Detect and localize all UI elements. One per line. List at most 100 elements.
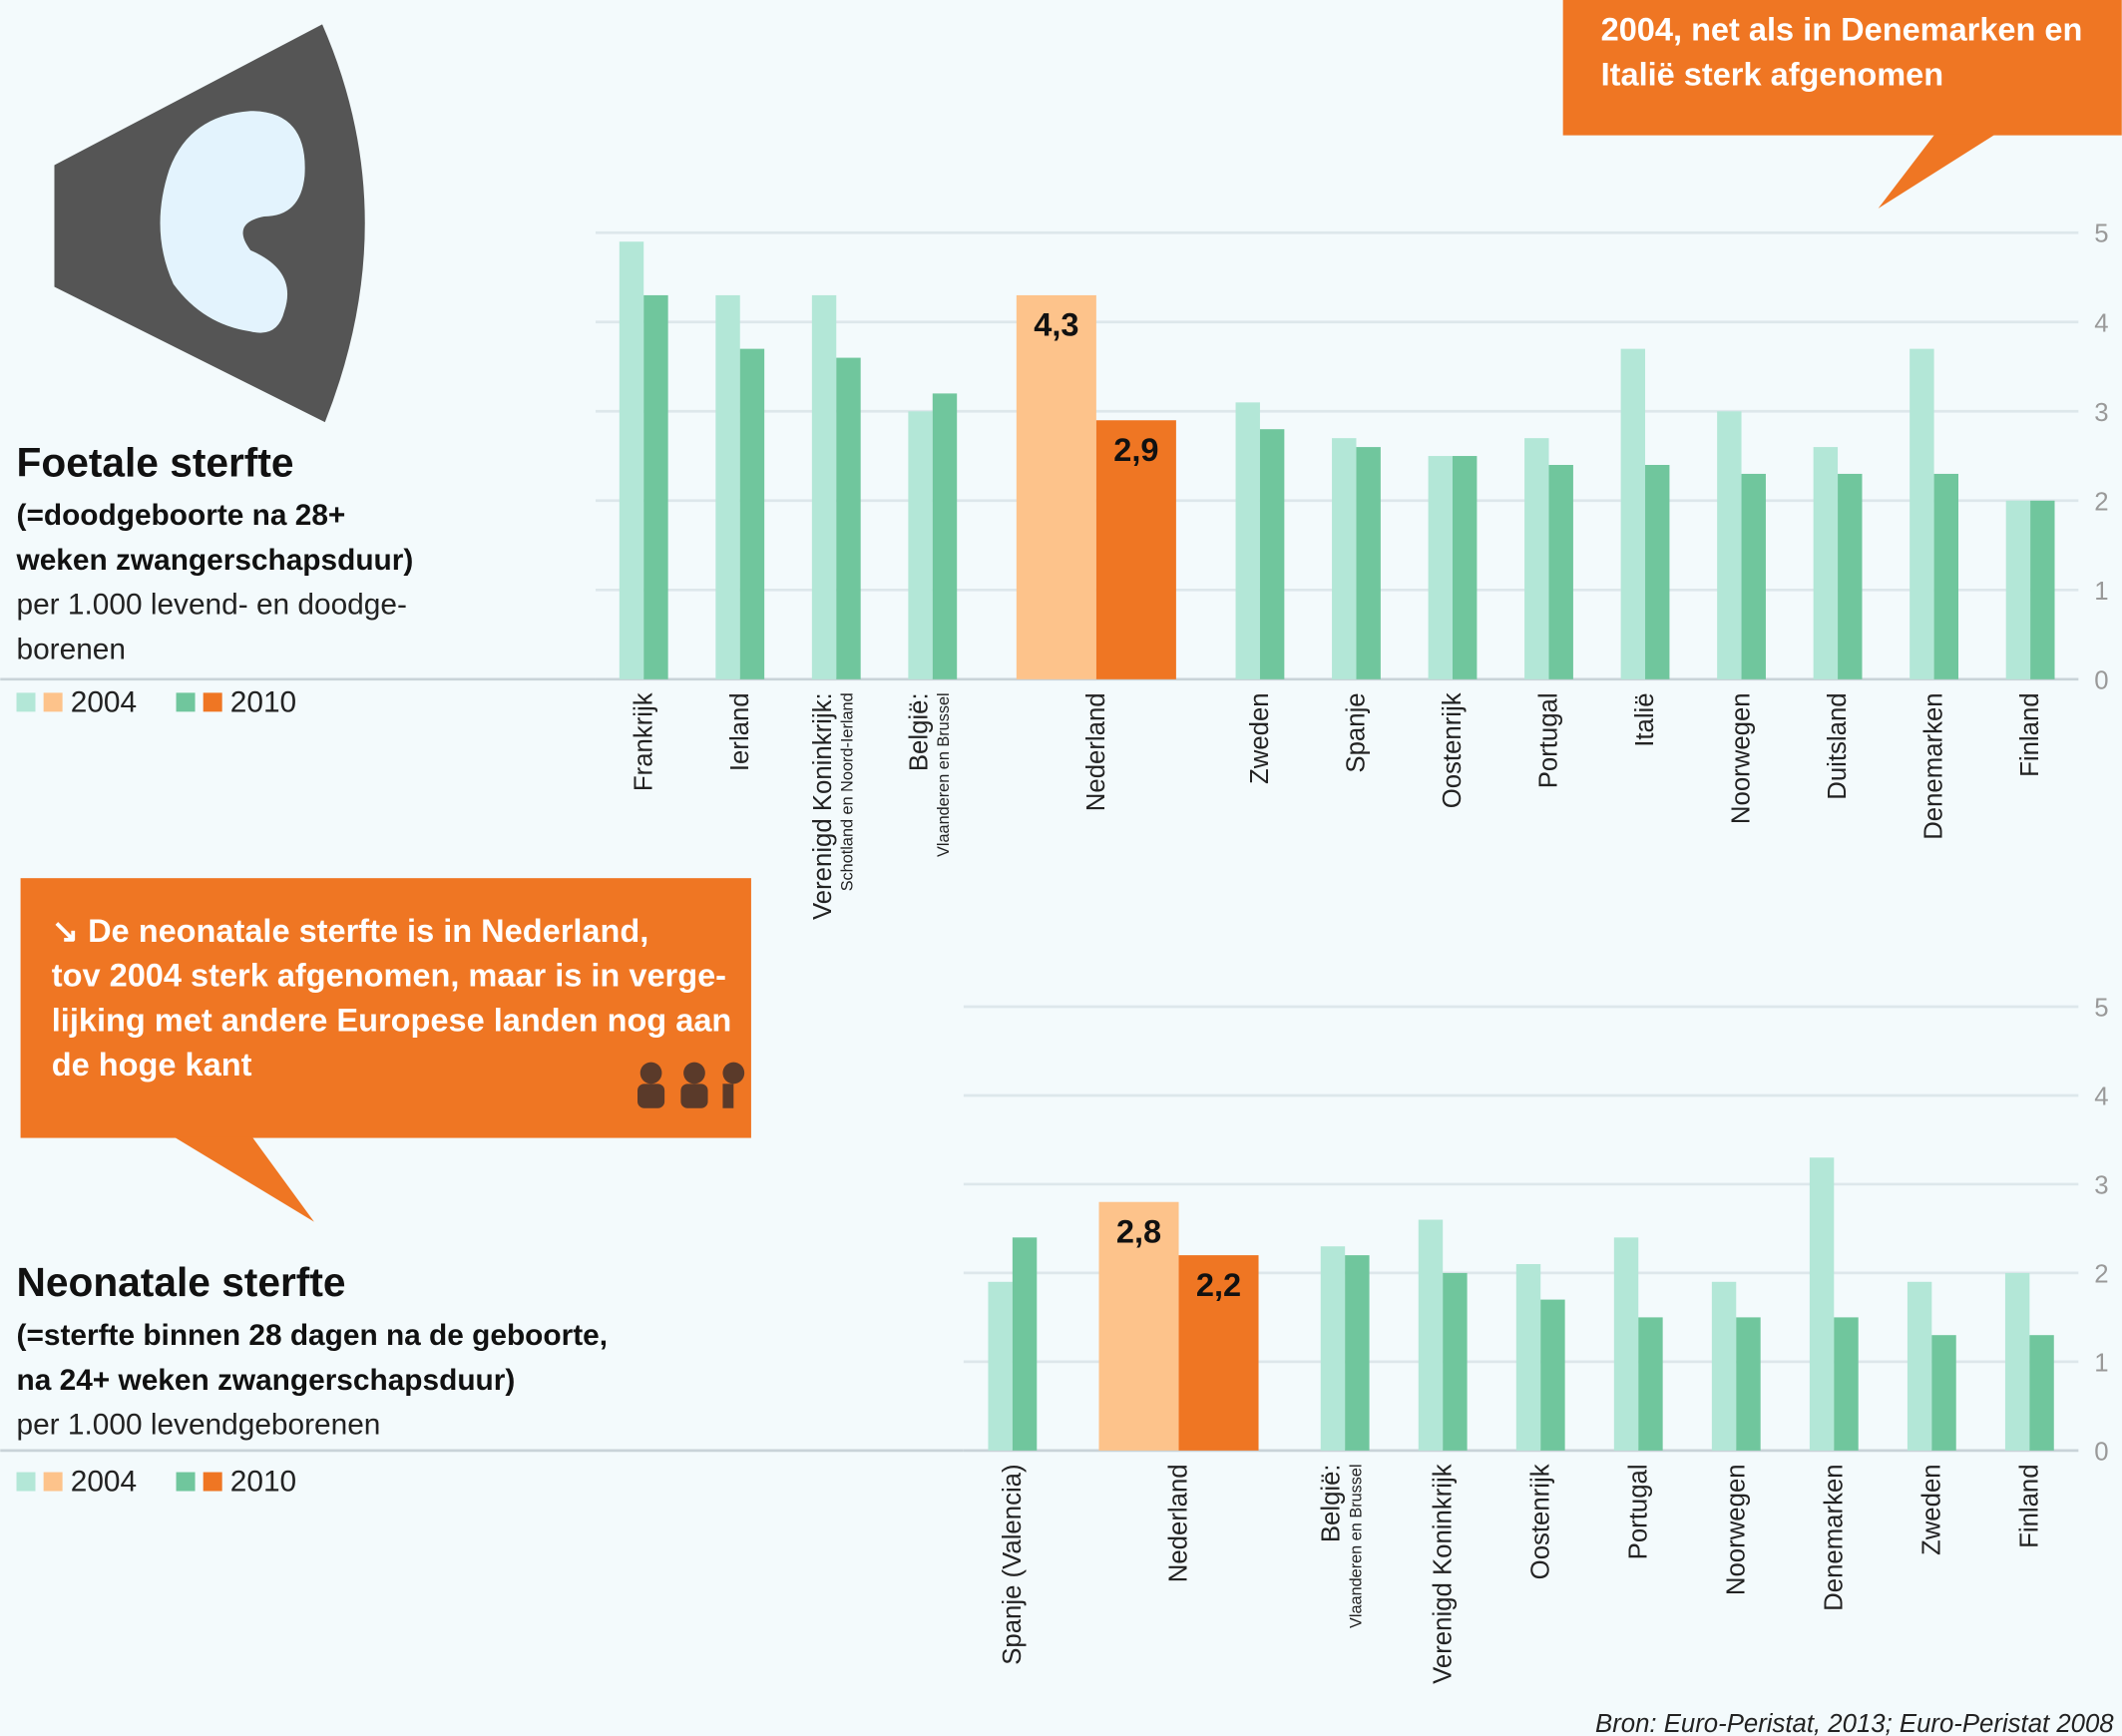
x-tick-label: Denemarken bbox=[1820, 1464, 1848, 1610]
y-tick-label: 0 bbox=[2094, 666, 2108, 694]
bar bbox=[988, 1282, 1012, 1451]
y-tick-label: 1 bbox=[2094, 1349, 2108, 1377]
chart-title: Foetale sterfte bbox=[17, 439, 294, 485]
bar bbox=[1419, 1220, 1443, 1451]
source: Bron: Euro-Peristat, 2013; Euro-Peristat… bbox=[1595, 1710, 2114, 1736]
bar bbox=[1260, 429, 1284, 679]
x-tick-label: Spanje bbox=[1343, 692, 1371, 772]
infographic: Bron: Euro-Peristat, 2013; Euro-Peristat… bbox=[0, 0, 2122, 1736]
x-tick-label: Oostenrijk bbox=[1439, 692, 1467, 808]
x-tick-label: Oostenrijk bbox=[1526, 1464, 1554, 1579]
subtitle: (=doodgeboorte na 28+ bbox=[17, 499, 346, 532]
baby-icons bbox=[637, 1063, 744, 1108]
annotation: ↘ De neonatale sterfte is in Nederland, bbox=[52, 913, 649, 949]
bar bbox=[1013, 1237, 1037, 1451]
legend-swatch bbox=[204, 1473, 222, 1492]
annotation: de hoge kant bbox=[52, 1047, 252, 1083]
bar bbox=[1345, 1255, 1369, 1451]
x-tick-note: Vlaanderen en Brussel bbox=[1347, 1464, 1365, 1628]
x-tick-label: Finland bbox=[2016, 692, 2044, 776]
legend-swatch bbox=[177, 1473, 196, 1492]
legend-swatch bbox=[44, 1473, 63, 1492]
x-tick-note: Vlaanderen en Brussel bbox=[935, 692, 953, 857]
bar bbox=[1236, 402, 1260, 678]
bar bbox=[1645, 465, 1669, 679]
legend-swatch bbox=[204, 692, 222, 711]
bar bbox=[1453, 456, 1477, 679]
bar bbox=[1549, 465, 1573, 679]
x-tick-label: Zweden bbox=[1246, 692, 1274, 784]
bar bbox=[1321, 1246, 1345, 1451]
value-label: 2,2 bbox=[1196, 1267, 1241, 1303]
x-tick-label: Verenigd Koninkrijk bbox=[1429, 1464, 1457, 1684]
y-tick-label: 3 bbox=[2094, 1171, 2108, 1199]
bar bbox=[1524, 438, 1548, 679]
bar bbox=[620, 241, 643, 679]
annotation: ↘ De foetale sterfte is sinds bbox=[1601, 0, 2030, 3]
bar bbox=[836, 358, 860, 679]
bar bbox=[1638, 1317, 1662, 1450]
y-tick-label: 3 bbox=[2094, 399, 2108, 427]
bar bbox=[2029, 1335, 2053, 1451]
value-label: 2,9 bbox=[1113, 432, 1158, 468]
annotation: tov 2004 sterk afgenomen, maar is in ver… bbox=[52, 958, 726, 994]
y-tick-label: 5 bbox=[2094, 995, 2108, 1023]
bar bbox=[1429, 456, 1453, 679]
bar bbox=[1910, 349, 1933, 679]
x-tick-label: Duitsland bbox=[1824, 692, 1852, 799]
bar bbox=[2005, 1273, 2029, 1451]
bar bbox=[2006, 501, 2030, 679]
bar bbox=[1443, 1273, 1467, 1451]
legend-label: 2010 bbox=[230, 685, 296, 718]
x-tick-label: Verenigd Koninkrijk: bbox=[809, 692, 837, 920]
x-tick-label: Nederland bbox=[1082, 692, 1110, 811]
x-tick-label: Spanje (Valencia) bbox=[999, 1464, 1027, 1664]
subtitle: (=sterfte binnen 28 dagen na de geboorte… bbox=[17, 1319, 609, 1352]
y-tick-label: 4 bbox=[2094, 1083, 2108, 1110]
page: Bron: Euro-Peristat, 2013; Euro-Peristat… bbox=[0, 0, 2122, 1736]
bar bbox=[933, 393, 957, 678]
y-tick-label: 5 bbox=[2094, 220, 2108, 248]
bar bbox=[908, 411, 932, 679]
bar bbox=[1614, 1237, 1638, 1451]
x-tick-label: Denemarken bbox=[1920, 692, 1948, 839]
bar bbox=[1332, 438, 1356, 679]
bar bbox=[1931, 1335, 1955, 1451]
legend-label: 2004 bbox=[71, 1466, 137, 1499]
legend-label: 2004 bbox=[71, 685, 137, 718]
x-tick-label: Portugal bbox=[1535, 692, 1563, 788]
bar bbox=[715, 295, 739, 679]
bar bbox=[1810, 1157, 1834, 1451]
bar bbox=[1834, 1317, 1858, 1450]
x-tick-label: Noorwegen bbox=[1728, 692, 1756, 824]
bar bbox=[1621, 349, 1645, 679]
annotation: Italië sterk afgenomen bbox=[1601, 56, 1944, 92]
x-tick-label: Noorwegen bbox=[1722, 1464, 1750, 1595]
y-tick-label: 4 bbox=[2094, 309, 2108, 337]
x-tick-label: Italië bbox=[1631, 692, 1659, 746]
bar bbox=[1736, 1317, 1760, 1450]
x-tick-label: Finland bbox=[2015, 1464, 2043, 1547]
subtitle: weken zwangerschapsduur) bbox=[16, 544, 414, 577]
legend-swatch bbox=[177, 692, 196, 711]
bar bbox=[1908, 1282, 1931, 1451]
x-tick-label: Frankrijk bbox=[630, 692, 657, 791]
value-label: 2,8 bbox=[1116, 1213, 1161, 1249]
y-tick-label: 2 bbox=[2094, 1260, 2108, 1288]
bar bbox=[1742, 474, 1766, 679]
x-tick-label: België: bbox=[1318, 1464, 1346, 1542]
subtitle: na 24+ weken zwangerschapsduur) bbox=[17, 1364, 516, 1397]
unit-label: per 1.000 levend- en doodge- bbox=[17, 589, 407, 622]
x-tick-label: België: bbox=[905, 692, 933, 771]
bar bbox=[1516, 1264, 1540, 1451]
unit-label: per 1.000 levendgeborenen bbox=[17, 1409, 381, 1442]
x-tick-label: Ierland bbox=[726, 692, 754, 771]
bar bbox=[1717, 411, 1741, 679]
x-tick-label: Portugal bbox=[1624, 1464, 1652, 1559]
bar bbox=[2030, 501, 2054, 679]
bar bbox=[1356, 447, 1380, 679]
x-tick-label: Nederland bbox=[1165, 1464, 1193, 1582]
bar bbox=[643, 295, 667, 679]
bar bbox=[1934, 474, 1958, 679]
chart-title: Neonatale sterfte bbox=[17, 1259, 346, 1305]
